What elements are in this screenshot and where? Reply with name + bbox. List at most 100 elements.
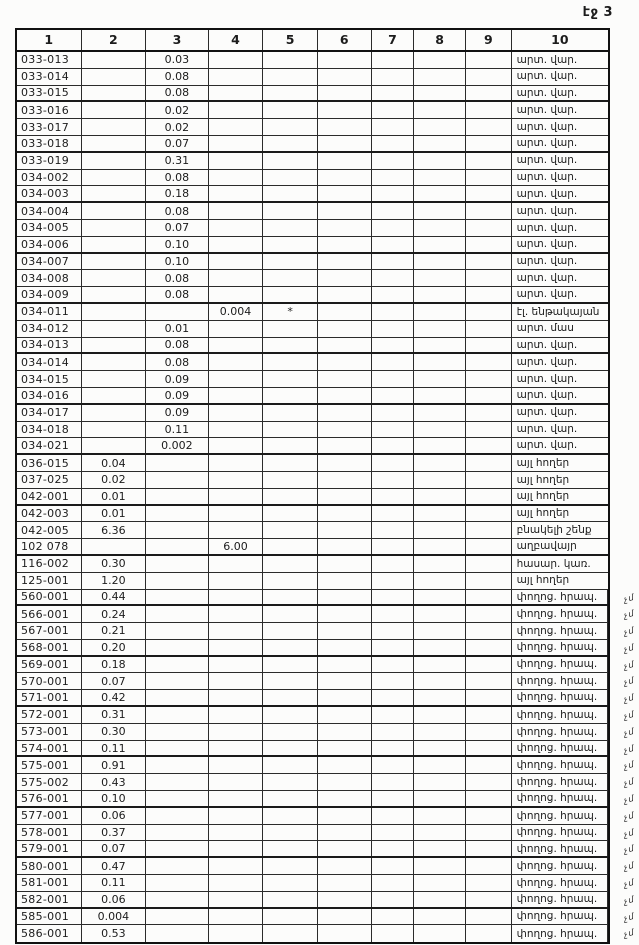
cell-value xyxy=(209,320,264,337)
cell-value xyxy=(209,253,264,270)
table-row: 573-001 0.30 փողոց. հրապ. չմ xyxy=(17,723,636,741)
cell-value xyxy=(209,505,264,522)
cell-code: 036-015 xyxy=(17,455,82,471)
cell-value xyxy=(466,219,512,236)
table-row: 034-009 0.08 արտ. վար. xyxy=(17,287,608,304)
cell-value: 0.24 xyxy=(82,606,147,623)
margin-note: չմ xyxy=(623,877,637,891)
table-row: 033-014 0.08 արտ. վար. xyxy=(17,68,608,86)
cell-code: 034-018 xyxy=(17,421,82,438)
cell-value xyxy=(414,219,466,236)
cell-value: 0.08 xyxy=(146,85,209,101)
cell-value: 0.30 xyxy=(82,555,147,572)
margin-note: չմ xyxy=(623,827,637,840)
cell-value xyxy=(209,270,264,287)
cell-landuse: փողոց. հրապ. xyxy=(512,908,608,925)
cell-value xyxy=(82,303,147,320)
cell-landuse: փողոց. հրապ. xyxy=(512,925,608,943)
cell-code: 572-001 xyxy=(17,707,82,723)
cell-value xyxy=(318,656,372,673)
cell-value xyxy=(209,119,264,135)
cell-value xyxy=(372,807,415,824)
table-row: 034-017 0.09 արտ. վար. xyxy=(17,404,608,422)
cell-value xyxy=(146,623,209,639)
cell-value xyxy=(414,438,466,454)
cell-landuse: փողոց. հրապ. xyxy=(512,690,608,706)
cell-value xyxy=(82,539,147,554)
cell-value xyxy=(263,656,318,673)
table-row: 034-013 0.08 արտ. վար. xyxy=(17,337,608,355)
cell-value xyxy=(209,673,264,690)
cell-value xyxy=(82,102,147,119)
cell-value xyxy=(414,791,466,806)
cell-code: 033-019 xyxy=(17,152,82,169)
cell-value xyxy=(209,387,264,403)
cell-value xyxy=(372,539,415,554)
cell-value xyxy=(414,135,466,151)
cell-value xyxy=(466,135,512,151)
cell-code: 042-003 xyxy=(17,505,82,522)
cell-value xyxy=(372,707,415,723)
cell-value xyxy=(372,387,415,403)
cell-value xyxy=(146,807,209,824)
cell-code: 560-001 xyxy=(17,589,82,605)
cell-value xyxy=(466,85,512,101)
cell-value: * xyxy=(263,303,318,320)
cell-code: 034-005 xyxy=(17,219,82,236)
cell-value xyxy=(146,723,209,740)
cell-value xyxy=(318,858,372,875)
cell-value xyxy=(263,673,318,690)
cell-code: 042-005 xyxy=(17,522,82,539)
cell-value xyxy=(466,875,512,891)
cell-value xyxy=(372,135,415,151)
cell-value xyxy=(466,656,512,673)
cell-value xyxy=(466,623,512,639)
table-row: 034-003 0.18 արտ. վար. xyxy=(17,186,608,204)
cell-landuse: արտ. վար. xyxy=(516,389,578,402)
cell-landuse: արտ. վար. xyxy=(516,104,578,117)
cell-value: 0.09 xyxy=(146,404,209,421)
table-row: 574-001 0.11 փողոց. հրապ. չմ xyxy=(17,740,636,758)
cell-value xyxy=(318,555,372,572)
cell-landuse: փողոց. հրապ. xyxy=(512,757,608,774)
cell-landuse: փողոց. հրապ. xyxy=(512,774,608,791)
margin-note: չմ xyxy=(623,743,637,756)
margin-note: չմ xyxy=(623,777,637,790)
cell-landuse: փողոց. հրապ. xyxy=(512,824,608,841)
cell-value xyxy=(414,522,466,539)
header-cell: 3 xyxy=(146,30,209,50)
cell-value xyxy=(414,287,466,302)
cell-value xyxy=(318,925,372,943)
cell-value xyxy=(318,673,372,690)
cell-value xyxy=(372,673,415,690)
cell-value xyxy=(263,119,318,135)
cell-value xyxy=(82,203,147,219)
cell-value xyxy=(466,438,512,454)
cell-value xyxy=(263,387,318,403)
cell-value xyxy=(263,471,318,488)
cell-code: 568-001 xyxy=(17,639,82,655)
cell-value xyxy=(318,371,372,387)
table-row: 033-019 0.31 արտ. վար. xyxy=(17,152,608,170)
table-row: 576-001 0.10 փողոց. հրապ. չմ xyxy=(17,791,636,808)
cell-landuse: փողոց. հրապ. xyxy=(512,623,608,639)
cell-value xyxy=(414,337,466,353)
cell-value xyxy=(263,455,318,471)
cell-value xyxy=(372,404,415,421)
cell-code: 574-001 xyxy=(17,740,82,756)
cell-value xyxy=(466,757,512,774)
cell-value xyxy=(82,438,147,454)
table-row: 036-015 0.04 այլ հողեր xyxy=(17,455,608,472)
cell-value xyxy=(372,253,415,270)
cell-value xyxy=(318,690,372,706)
cell-value: 0.91 xyxy=(82,757,147,774)
cell-value: 0.04 xyxy=(82,455,147,471)
table-row: 034-005 0.07 արտ. վար. xyxy=(17,219,608,237)
cell-value xyxy=(372,774,415,791)
cell-code: 034-004 xyxy=(17,203,82,219)
cell-landuse: փողոց. հրապ. xyxy=(512,791,608,806)
cell-value xyxy=(209,925,264,943)
margin-note: չմ xyxy=(623,659,637,672)
cell-value xyxy=(466,925,512,943)
